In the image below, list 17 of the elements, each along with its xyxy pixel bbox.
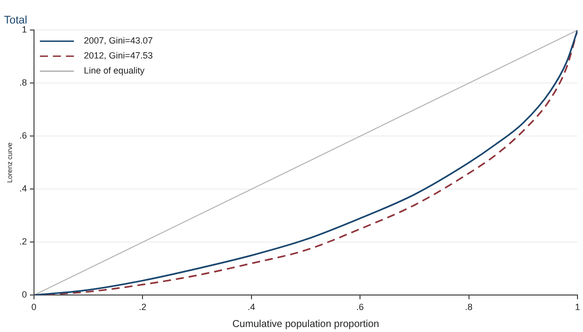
- y-tick-label: .8: [19, 78, 27, 88]
- x-tick-label: 0: [31, 302, 36, 312]
- x-tick-label: .6: [356, 302, 364, 312]
- x-tick-label: .8: [465, 302, 473, 312]
- y-tick-label: .2: [19, 236, 27, 247]
- y-tick-label: .4: [19, 184, 27, 194]
- x-axis-title: Cumulative population proportion: [232, 318, 380, 330]
- legend-label: 2012, Gini=47.53: [84, 50, 153, 61]
- y-tick-label: 0: [22, 290, 27, 300]
- legend-label: Line of equality: [84, 66, 145, 76]
- chart-title: Total: [4, 14, 28, 27]
- y-tick-label: 1: [22, 24, 27, 35]
- y-tick-label: .6: [19, 130, 27, 141]
- legend-label: 2007, Gini=43.07: [84, 36, 153, 46]
- x-tick-label: .2: [138, 302, 146, 312]
- x-tick-label: 1: [574, 302, 580, 312]
- x-tick-label: .4: [248, 302, 256, 312]
